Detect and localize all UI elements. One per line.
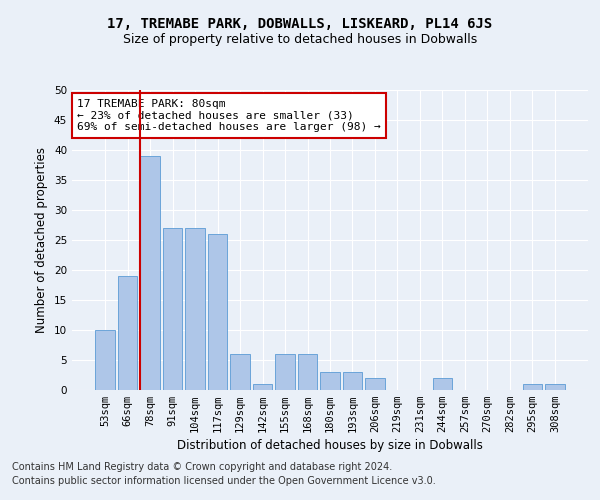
Text: 17 TREMABE PARK: 80sqm
← 23% of detached houses are smaller (33)
69% of semi-det: 17 TREMABE PARK: 80sqm ← 23% of detached… — [77, 99, 381, 132]
Y-axis label: Number of detached properties: Number of detached properties — [35, 147, 49, 333]
Text: Size of property relative to detached houses in Dobwalls: Size of property relative to detached ho… — [123, 32, 477, 46]
Text: Contains public sector information licensed under the Open Government Licence v3: Contains public sector information licen… — [12, 476, 436, 486]
Bar — [140, 156, 160, 390]
X-axis label: Distribution of detached houses by size in Dobwalls: Distribution of detached houses by size … — [177, 440, 483, 452]
Bar — [523, 384, 542, 390]
Bar — [320, 372, 340, 390]
Bar — [118, 276, 137, 390]
Text: 17, TREMABE PARK, DOBWALLS, LISKEARD, PL14 6JS: 17, TREMABE PARK, DOBWALLS, LISKEARD, PL… — [107, 18, 493, 32]
Bar — [545, 384, 565, 390]
Bar — [253, 384, 272, 390]
Text: Contains HM Land Registry data © Crown copyright and database right 2024.: Contains HM Land Registry data © Crown c… — [12, 462, 392, 472]
Bar — [185, 228, 205, 390]
Bar — [163, 228, 182, 390]
Bar — [230, 354, 250, 390]
Bar — [365, 378, 385, 390]
Bar — [208, 234, 227, 390]
Bar — [298, 354, 317, 390]
Bar — [95, 330, 115, 390]
Bar — [433, 378, 452, 390]
Bar — [275, 354, 295, 390]
Bar — [343, 372, 362, 390]
